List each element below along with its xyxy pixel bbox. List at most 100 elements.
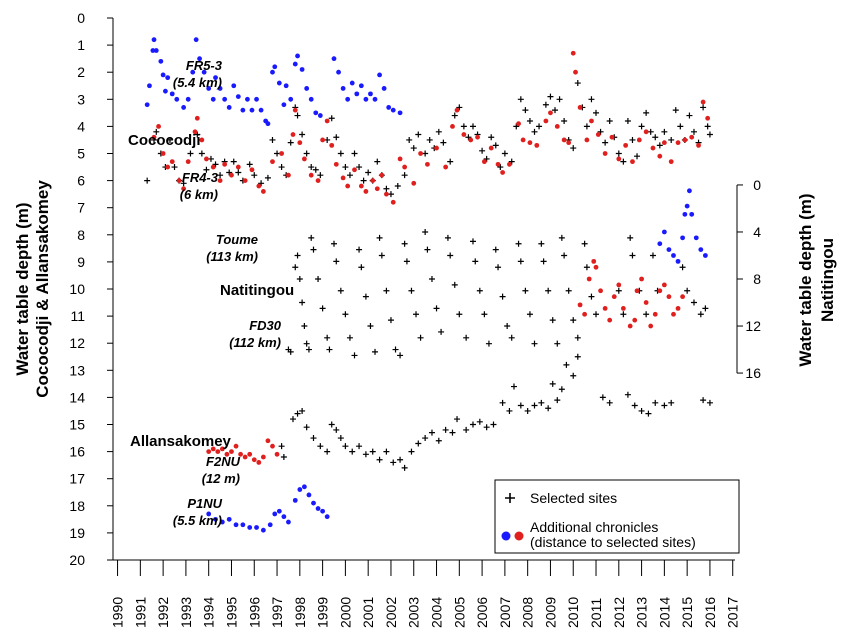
point	[176, 178, 182, 184]
point	[570, 145, 577, 152]
point	[463, 426, 470, 433]
point	[623, 142, 629, 148]
point	[627, 323, 633, 329]
point	[352, 167, 357, 173]
series-label: P1NU	[187, 496, 222, 511]
point	[317, 113, 323, 118]
point	[661, 140, 667, 146]
point	[583, 123, 590, 130]
point	[492, 246, 499, 253]
point	[387, 317, 394, 324]
point	[181, 186, 187, 192]
point	[394, 183, 401, 190]
point	[219, 519, 225, 525]
point	[383, 185, 390, 192]
point	[217, 172, 224, 179]
point	[272, 511, 278, 517]
point	[351, 352, 358, 359]
point	[235, 164, 241, 170]
point	[299, 131, 306, 138]
point	[240, 522, 246, 528]
point	[643, 300, 649, 305]
point	[286, 172, 291, 178]
point	[383, 448, 390, 455]
legend-marker	[501, 531, 511, 541]
point	[337, 287, 344, 294]
point	[319, 305, 326, 312]
point	[638, 407, 645, 414]
point	[696, 142, 701, 148]
point	[260, 454, 266, 460]
point	[460, 123, 467, 130]
point	[558, 386, 565, 393]
point	[706, 399, 713, 406]
point	[428, 276, 435, 283]
y-tick-label: 1	[77, 37, 85, 53]
series-distance: (12 m)	[202, 471, 240, 486]
point	[249, 107, 255, 113]
y-axis-title: Cococodji & Allansakomey	[33, 180, 52, 398]
point	[598, 288, 603, 294]
point	[435, 128, 442, 135]
point	[574, 353, 581, 360]
point	[303, 150, 310, 157]
point	[354, 91, 360, 97]
point	[312, 166, 319, 173]
point	[358, 183, 364, 189]
point	[449, 429, 456, 436]
point	[276, 80, 282, 86]
point	[166, 136, 173, 143]
point	[538, 399, 545, 406]
point	[652, 311, 658, 317]
point	[144, 102, 150, 108]
point	[313, 110, 319, 116]
point	[171, 164, 178, 171]
point	[349, 448, 356, 455]
point	[356, 164, 363, 171]
point	[304, 86, 310, 91]
x-tick-label: 1991	[132, 597, 148, 628]
point	[488, 145, 494, 151]
point	[374, 186, 380, 192]
y-tick-label: 12	[69, 335, 85, 351]
point	[294, 112, 301, 119]
point	[634, 153, 641, 160]
point	[206, 86, 212, 91]
point	[428, 429, 435, 436]
point	[329, 142, 335, 148]
point	[270, 159, 275, 165]
point	[206, 449, 212, 454]
point	[451, 281, 458, 288]
point	[226, 516, 232, 522]
point	[483, 424, 490, 431]
point	[668, 399, 675, 406]
point	[222, 161, 228, 167]
point	[690, 128, 697, 135]
point	[417, 334, 424, 341]
point	[340, 86, 346, 91]
point	[677, 123, 684, 130]
point	[333, 134, 340, 141]
point	[379, 172, 385, 178]
point	[210, 164, 216, 170]
legend-box	[494, 479, 740, 554]
point	[193, 37, 199, 43]
point	[337, 150, 344, 157]
point	[581, 240, 588, 247]
y2-axis-title: Water table depth (m)	[796, 193, 815, 366]
point	[213, 75, 218, 81]
point	[331, 56, 337, 62]
point	[679, 264, 686, 271]
point	[342, 164, 349, 171]
point	[153, 128, 160, 135]
point	[230, 158, 237, 165]
x-tick-label: 1998	[292, 597, 308, 628]
point	[461, 132, 467, 137]
point	[574, 80, 581, 87]
point	[643, 311, 650, 318]
point	[536, 123, 543, 130]
x-tick-label: 1990	[110, 597, 126, 628]
series-label: FR4-3	[182, 170, 219, 185]
point	[397, 352, 404, 359]
point	[526, 311, 533, 318]
